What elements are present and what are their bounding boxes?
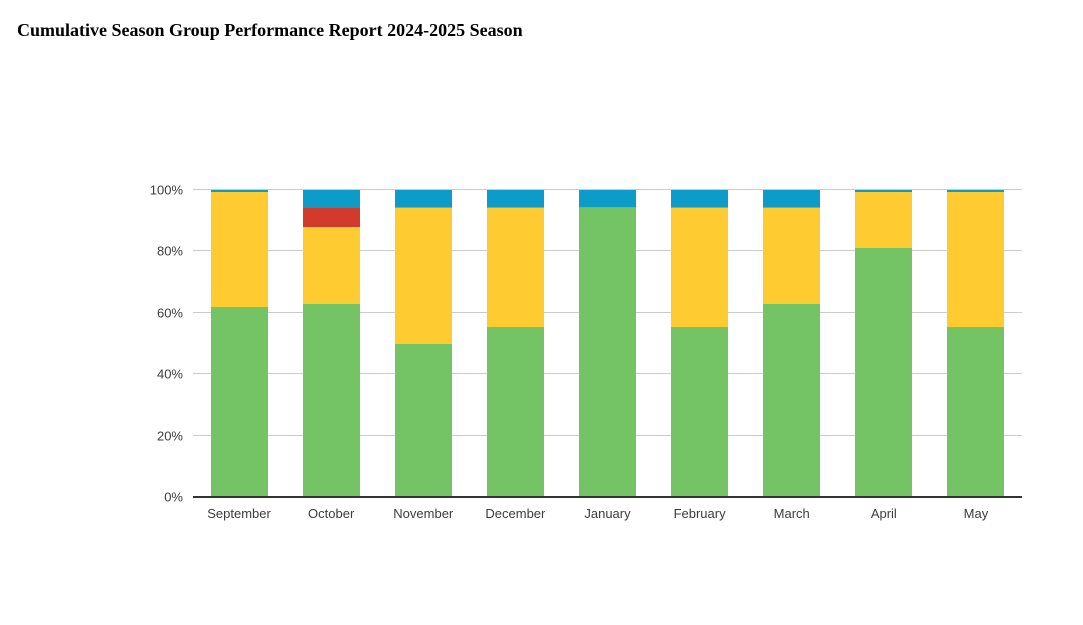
bar-segment-yellow[interactable] (394, 208, 452, 344)
x-tick-label-january: January (584, 506, 631, 521)
bar-segment-blue[interactable] (486, 190, 544, 207)
bar-segment-blue[interactable] (855, 190, 913, 192)
bar-segment-orange[interactable] (486, 206, 544, 209)
bar-segment-green[interactable] (486, 326, 544, 497)
bar-segment-yellow[interactable] (947, 191, 1005, 327)
bar-slot-september (193, 190, 285, 497)
bar-segment-green[interactable] (947, 326, 1005, 497)
x-tick-label-april: April (870, 506, 897, 521)
bar-segment-green[interactable] (763, 303, 821, 497)
bar-group-december[interactable] (486, 190, 544, 497)
bar-segment-blue[interactable] (302, 190, 360, 209)
bar-slot-april (838, 190, 930, 497)
y-tick-label: 100% (149, 182, 183, 198)
bar-segment-orange[interactable] (763, 206, 821, 209)
bar-segment-yellow[interactable] (210, 191, 268, 307)
x-tick-label-september: September (207, 506, 271, 521)
gridline-100 (193, 189, 1022, 190)
y-axis: 0% 20% 40% 60% 80% 100% (0, 184, 183, 504)
bar-group-january[interactable] (578, 190, 636, 497)
bar-segment-red[interactable] (578, 207, 636, 209)
x-tick-label-november: November (393, 506, 454, 521)
bar-segment-orange[interactable] (671, 206, 729, 209)
bar-slot-march (746, 190, 838, 497)
y-tick-label: 20% (156, 428, 183, 444)
bar-slot-january (561, 190, 653, 497)
bar-segment-orange[interactable] (578, 206, 636, 208)
bar-segment-green[interactable] (394, 343, 452, 497)
bar-segment-yellow[interactable] (855, 191, 913, 249)
bar-segment-yellow[interactable] (302, 226, 360, 304)
bar-segment-blue[interactable] (763, 190, 821, 207)
bar-segment-yellow[interactable] (486, 208, 544, 327)
bar-segment-green[interactable] (578, 208, 636, 497)
x-tick-label-march: March (773, 506, 810, 521)
bar-segment-green[interactable] (855, 248, 913, 497)
bars-row (193, 190, 1022, 497)
bar-group-february[interactable] (671, 190, 729, 497)
bar-segment-blue[interactable] (947, 190, 1005, 192)
y-tick-label: 80% (156, 243, 183, 259)
bar-group-november[interactable] (394, 190, 452, 497)
bar-segment-green[interactable] (302, 303, 360, 497)
bar-group-october[interactable] (302, 190, 360, 497)
stacked-bar-chart: 0% 20% 40% 60% 80% 100% September October Novem… (0, 184, 1022, 521)
bar-segment-blue[interactable] (210, 190, 268, 192)
x-tick-label-december: December (485, 506, 546, 521)
plot-area (193, 189, 1022, 498)
bar-group-march[interactable] (763, 190, 821, 497)
x-tick-label-february: February (673, 506, 726, 521)
y-tick-label: 0% (164, 489, 183, 505)
bar-segment-green[interactable] (671, 326, 729, 497)
bar-group-may[interactable] (947, 190, 1005, 497)
x-tick-label-may: May (963, 506, 989, 521)
bar-group-april[interactable] (855, 190, 913, 497)
bar-segment-blue[interactable] (671, 190, 729, 207)
bar-slot-november (377, 190, 469, 497)
bar-segment-yellow[interactable] (671, 208, 729, 327)
chart-title: Cumulative Season Group Performance Repo… (17, 20, 523, 40)
bar-group-september[interactable] (210, 190, 268, 497)
bar-segment-blue[interactable] (394, 190, 452, 207)
bar-slot-october (285, 190, 377, 497)
x-tick-label-october: October (308, 506, 355, 521)
bar-segment-orange[interactable] (394, 206, 452, 209)
bar-slot-december (469, 190, 561, 497)
y-tick-label: 60% (156, 305, 183, 321)
x-axis-baseline (193, 496, 1022, 498)
bar-segment-yellow[interactable] (763, 208, 821, 304)
bar-segment-red[interactable] (302, 208, 360, 227)
bar-segment-green[interactable] (210, 306, 268, 497)
y-tick-label: 40% (156, 366, 183, 382)
bar-slot-may (930, 190, 1022, 497)
bar-slot-february (654, 190, 746, 497)
bar-segment-blue[interactable] (578, 190, 636, 207)
x-axis: September October November December January F… (193, 506, 1022, 521)
